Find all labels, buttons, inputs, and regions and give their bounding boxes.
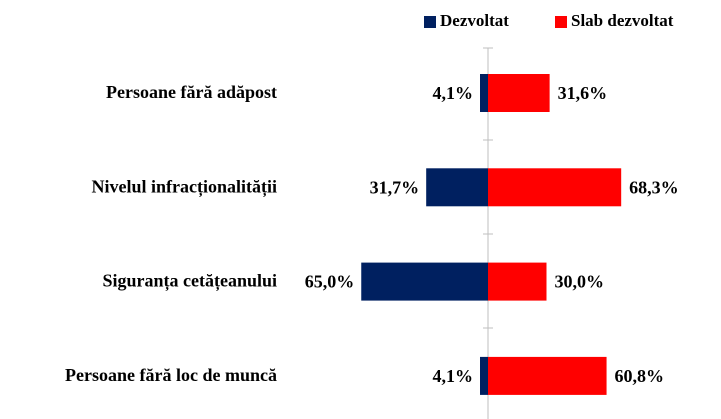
value-label: 60,8% xyxy=(615,366,665,386)
bar xyxy=(488,168,622,207)
value-label: 68,3% xyxy=(629,177,679,197)
category-label: Siguranța cetățeanului xyxy=(102,271,277,292)
legend-label: Slab dezvoltat xyxy=(571,11,674,30)
axis-ticks xyxy=(483,47,493,329)
value-label: 4,1% xyxy=(433,366,474,386)
category-label: Persoane fără adăpost xyxy=(106,82,277,102)
value-label: 31,7% xyxy=(370,177,420,197)
category-label: Persoane fără loc de muncă xyxy=(65,365,277,385)
value-label: 4,1% xyxy=(433,83,474,103)
bar xyxy=(488,74,550,112)
bar xyxy=(480,74,488,112)
bar xyxy=(480,356,488,395)
legend-swatch xyxy=(424,16,436,28)
legend-swatch xyxy=(555,16,567,28)
value-label: 65,0% xyxy=(305,272,355,292)
value-label: 31,6% xyxy=(558,83,608,103)
category-label: Nivelul infracționalității xyxy=(92,176,277,197)
bar xyxy=(361,262,488,301)
bar xyxy=(488,262,547,301)
legend-label: Dezvoltat xyxy=(440,11,509,30)
value-label: 30,0% xyxy=(555,272,605,292)
bar xyxy=(426,168,488,207)
bar xyxy=(488,356,607,395)
